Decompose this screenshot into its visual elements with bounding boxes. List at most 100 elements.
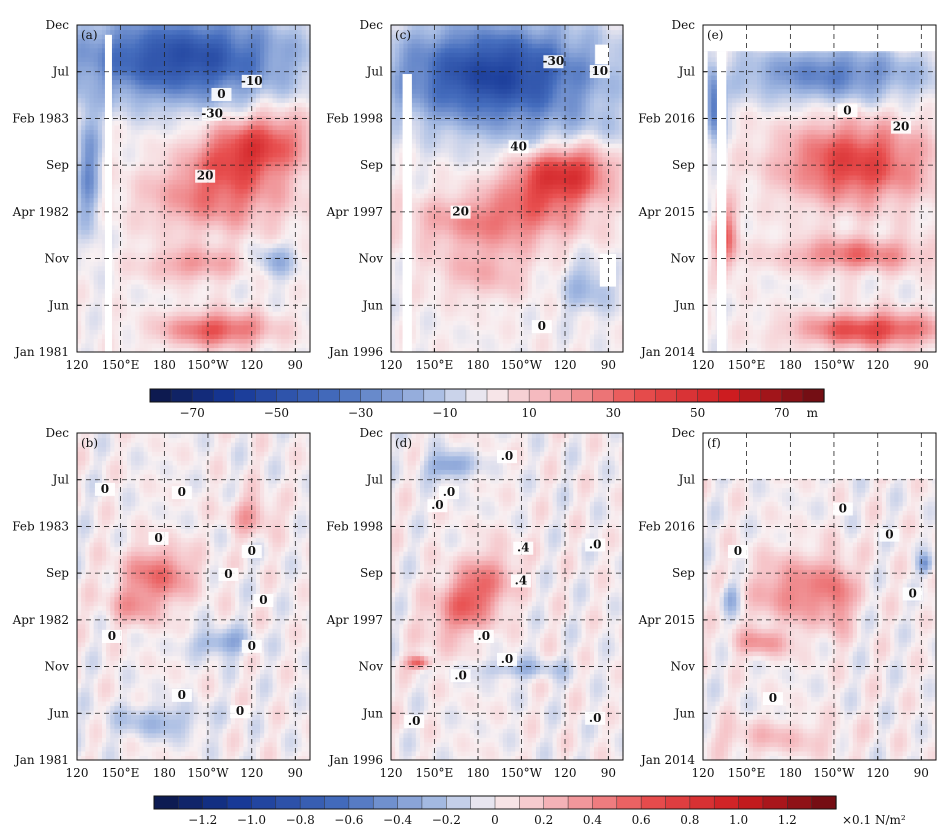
heatmap-cell	[81, 47, 86, 53]
heatmap-cell	[164, 347, 170, 353]
heatmap-cell	[185, 215, 190, 221]
heatmap-cell	[197, 306, 203, 312]
heatmap-cell	[411, 193, 417, 199]
heatmap-cell	[193, 274, 199, 280]
heatmap-cell	[218, 47, 224, 53]
heatmap-cell	[218, 324, 224, 330]
heatmap-cell	[424, 65, 429, 72]
heatmap-cell	[399, 97, 405, 103]
heatmap-cell	[424, 134, 429, 140]
heatmap-cell	[428, 129, 434, 135]
heatmap-cell	[424, 61, 429, 67]
heatmap-cell	[126, 156, 132, 162]
heatmap-cell	[391, 238, 396, 244]
heatmap-cell	[424, 138, 429, 144]
heatmap-cell	[235, 211, 240, 217]
heatmap-cell	[391, 79, 396, 85]
heatmap-cell	[289, 170, 294, 176]
heatmap-cell	[230, 34, 236, 40]
heatmap-cell	[101, 324, 107, 330]
heatmap-cell	[77, 183, 82, 190]
heatmap-cell	[118, 283, 124, 290]
heatmap-cell	[143, 215, 149, 221]
heatmap-cell	[118, 47, 124, 53]
heatmap-cell	[280, 129, 286, 135]
heatmap-cell	[139, 288, 145, 294]
heatmap-cell	[247, 183, 253, 190]
heatmap-cell	[93, 120, 99, 126]
heatmap-cell	[243, 170, 249, 176]
heatmap-cell	[193, 183, 199, 190]
heatmap-cell	[428, 215, 434, 221]
heatmap-cell	[147, 25, 153, 31]
heatmap-cell	[181, 347, 186, 353]
heatmap-cell	[143, 252, 149, 258]
heatmap-cell	[197, 279, 203, 285]
heatmap-cell	[193, 56, 199, 62]
heatmap-cell	[268, 34, 274, 40]
heatmap-cell	[411, 161, 417, 167]
heatmap-cell	[440, 338, 446, 344]
heatmap-cell	[122, 124, 128, 131]
heatmap-cell	[164, 97, 170, 103]
heatmap-cell	[436, 274, 442, 280]
heatmap-cell	[193, 38, 199, 44]
heatmap-cell	[139, 261, 145, 267]
heatmap-cell	[210, 265, 215, 271]
heatmap-cell	[160, 174, 165, 181]
heatmap-cell	[243, 152, 249, 158]
heatmap-cell	[77, 247, 82, 253]
heatmap-cell	[436, 311, 442, 317]
heatmap-cell	[185, 161, 190, 167]
heatmap-cell	[301, 106, 307, 112]
heatmap-cell	[395, 120, 400, 126]
heatmap-cell	[415, 329, 421, 335]
heatmap-cell	[205, 197, 211, 203]
heatmap-cell	[160, 79, 165, 85]
heatmap-cell	[156, 120, 161, 126]
heatmap-cell	[226, 174, 232, 181]
heatmap-cell	[77, 147, 82, 153]
heatmap-cell	[193, 152, 199, 158]
heatmap-cell	[156, 52, 161, 58]
heatmap-cell	[428, 47, 434, 53]
heatmap-cell	[156, 161, 161, 167]
heatmap-cell	[81, 302, 86, 308]
heatmap-cell	[424, 188, 429, 194]
heatmap-cell	[411, 165, 417, 171]
heatmap-cell	[77, 338, 82, 344]
heatmap-cell	[260, 215, 265, 221]
heatmap-cell	[197, 152, 203, 158]
heatmap-cell	[160, 129, 165, 135]
heatmap-cell	[415, 188, 421, 194]
heatmap-cell	[424, 161, 429, 167]
heatmap-cell	[391, 25, 396, 31]
heatmap-cell	[436, 261, 442, 267]
heatmap-cell	[247, 106, 253, 112]
heatmap-cell	[176, 302, 182, 308]
heatmap-cell	[197, 124, 203, 131]
heatmap-cell	[181, 197, 186, 203]
heatmap-cell	[424, 74, 429, 81]
heatmap-cell	[135, 174, 141, 181]
heatmap-cell	[432, 147, 438, 153]
heatmap-cell	[118, 306, 124, 312]
heatmap-cell	[428, 233, 434, 240]
heatmap-cell	[301, 320, 307, 326]
heatmap-cell	[230, 206, 236, 212]
heatmap-cell	[205, 84, 211, 90]
heatmap-cell	[428, 124, 434, 131]
heatmap-cell	[247, 283, 253, 290]
heatmap-cell	[176, 84, 182, 90]
heatmap-cell	[189, 74, 195, 81]
heatmap-cell	[197, 43, 203, 49]
heatmap-cell	[214, 143, 220, 149]
heatmap-cell	[218, 170, 224, 176]
heatmap-cell	[176, 288, 182, 294]
heatmap-cell	[272, 215, 278, 221]
heatmap-cell	[85, 333, 91, 339]
heatmap-cell	[226, 56, 232, 62]
heatmap-cell	[399, 329, 405, 335]
heatmap-cell	[89, 320, 95, 326]
heatmap-cell	[176, 233, 182, 240]
